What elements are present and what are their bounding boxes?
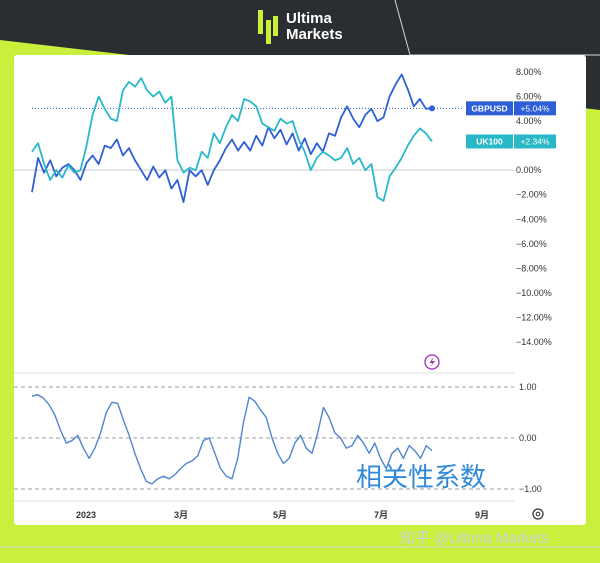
- brand-name: Ultima Markets: [286, 11, 343, 43]
- uk100-name-label: UK100: [476, 136, 503, 146]
- uk100-value-tag: [514, 134, 556, 149]
- brand-line2: Markets: [286, 26, 343, 43]
- chart-canvas: 8.00%6.00%4.00%2.00%0.00%−2.00%−4.00%−6.…: [14, 67, 556, 520]
- ultima-logo-icon: [258, 10, 278, 44]
- settings-gear-icon-center: [535, 511, 541, 517]
- lightning-icon-glyph: [429, 357, 435, 367]
- gbpusd-last-point: [429, 105, 435, 112]
- y-tick-label: 8.00%: [516, 67, 542, 77]
- brand-header: Ultima Markets: [258, 10, 343, 44]
- y-tick-label: −4.00%: [516, 214, 547, 224]
- y-tick-label: 6.00%: [516, 92, 542, 102]
- uk100-name-tag: [466, 134, 513, 149]
- x-tick-label: 5月: [273, 510, 287, 520]
- correlation-series-line: [31, 393, 433, 485]
- gbpusd-name-label: GBPUSD: [471, 103, 507, 113]
- uk100-series-line: [31, 77, 433, 202]
- chart-card: 8.00%6.00%4.00%2.00%0.00%−2.00%−4.00%−6.…: [14, 55, 586, 525]
- y-tick-label: 4.00%: [516, 116, 542, 126]
- settings-gear-icon: [532, 508, 544, 520]
- y-tick-label: 1.00: [519, 382, 537, 392]
- y-tick-label: −6.00%: [516, 239, 547, 249]
- gbpusd-value-label: +5.04%: [520, 103, 550, 113]
- correlation-title: 相关性系数: [356, 463, 487, 493]
- x-tick-label: 7月: [374, 510, 388, 520]
- y-tick-label: −8.00%: [516, 263, 547, 273]
- gbpusd-value-tag: [514, 101, 556, 116]
- y-tick-label: −10.00%: [516, 288, 552, 298]
- watermark: 知乎 @Ultima Markets: [400, 530, 550, 547]
- y-tick-label: 0.00%: [516, 165, 542, 175]
- gbpusd-series-line: [31, 73, 433, 203]
- y-tick-label: −14.00%: [516, 337, 552, 347]
- x-tick-label: 3月: [174, 510, 188, 520]
- x-tick-label: 9月: [475, 510, 489, 520]
- uk100-value-label: +2.34%: [520, 136, 550, 146]
- brand-line1: Ultima: [286, 10, 332, 27]
- lightning-icon: [424, 354, 440, 370]
- x-tick-label: 2023: [76, 510, 96, 520]
- y-tick-label: −2.00%: [516, 190, 547, 200]
- y-tick-label: −1.00: [519, 484, 542, 494]
- gbpusd-name-tag: [466, 101, 513, 116]
- y-tick-label: −12.00%: [516, 312, 552, 322]
- y-tick-label: 0.00: [519, 433, 537, 443]
